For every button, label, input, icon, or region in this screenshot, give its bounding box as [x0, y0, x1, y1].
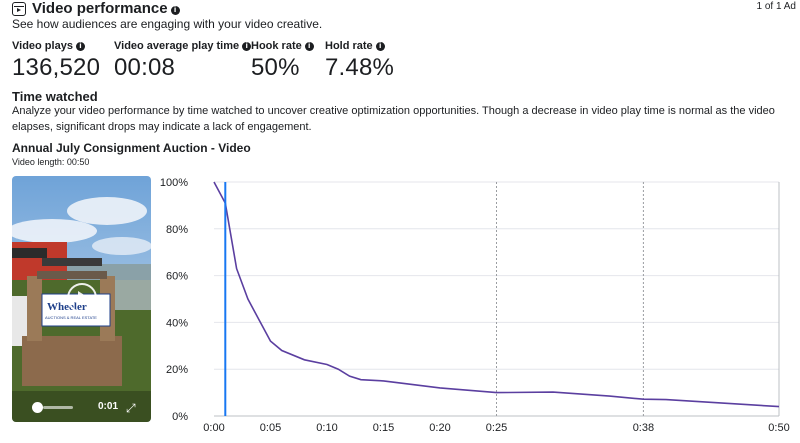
info-icon[interactable]: i [304, 42, 314, 51]
y-tick-label: 40% [166, 317, 188, 329]
y-tick-label: 20% [166, 364, 188, 376]
time-watched-chart: 100% 80% 60% 40% 20% 0% 0:00 0:05 0:10 0:15 0:20 0:… [153, 174, 800, 438]
video-length: Video length: 00:50 [12, 157, 90, 167]
x-tick-label: 0:15 [373, 422, 394, 434]
play-triangle [78, 291, 89, 305]
metric-video-plays-label: Video plays i [12, 40, 85, 52]
info-icon[interactable]: i [375, 42, 385, 51]
video-player[interactable]: Wheeler AUCTIONS & REAL ESTATE [12, 176, 151, 422]
time-watched-description: Analyze your video performance by time w… [12, 105, 775, 133]
fullscreen-icon[interactable]: ⤢ [126, 401, 136, 415]
metric-hold-rate-value: 7.48% [325, 54, 395, 81]
video-thumbnail: Wheeler AUCTIONS & REAL ESTATE [12, 176, 151, 422]
y-tick-label: 0% [172, 411, 188, 423]
y-tick-label: 60% [166, 271, 188, 283]
metric-label-text: Hold rate [325, 40, 373, 52]
ad-count: 1 of 1 Ad [756, 1, 796, 12]
seek-bar[interactable] [43, 406, 73, 409]
metric-hold-rate-label: Hold rate i [325, 40, 385, 52]
metric-avg-play-time-value: 00:08 [114, 54, 176, 81]
metric-label-text: Hook rate [251, 40, 302, 52]
x-tick-label: 0:20 [429, 422, 450, 434]
y-tick-label: 100% [160, 177, 188, 189]
video-title: Annual July Consignment Auction - Video [12, 141, 251, 155]
x-tick-label: 0:10 [316, 422, 337, 434]
info-icon[interactable]: i [242, 42, 252, 51]
y-tick-label: 80% [166, 224, 188, 236]
metric-video-plays-value: 136,520 [12, 54, 101, 81]
sign-subtext: AUCTIONS & REAL ESTATE [45, 315, 97, 320]
metric-label-text: Video average play time [114, 40, 240, 52]
metric-label-text: Video plays [12, 40, 73, 52]
metric-hook-rate-label: Hook rate i [251, 40, 314, 52]
page-title: Video performance i [32, 0, 180, 17]
metric-hook-rate-value: 50% [251, 54, 300, 81]
x-tick-label: 0:25 [486, 422, 507, 434]
current-time: 0:01 [98, 401, 119, 412]
play-icon [67, 283, 97, 313]
metric-avg-play-time-label: Video average play time i [114, 40, 252, 52]
info-icon[interactable]: i [75, 42, 85, 51]
x-tick-label: 0:50 [768, 422, 789, 434]
x-tick-label: 0:38 [633, 422, 654, 434]
x-tick-label: 0:00 [203, 422, 224, 434]
line-chart: 100% 80% 60% 40% 20% 0% 0:00 0:05 0:10 0:15 0:20 0:… [160, 177, 790, 434]
x-tick-label: 0:05 [260, 422, 281, 434]
time-watched-title: Time watched [12, 89, 98, 104]
video-controls: 0:01 ⤢ [12, 394, 151, 422]
video-performance-icon [12, 2, 26, 16]
info-icon[interactable]: i [170, 6, 180, 15]
title-text: Video performance [32, 0, 168, 17]
seek-handle[interactable] [32, 402, 43, 413]
retention-line [213, 181, 780, 408]
page-subtitle: See how audiences are engaging with your… [12, 17, 323, 31]
